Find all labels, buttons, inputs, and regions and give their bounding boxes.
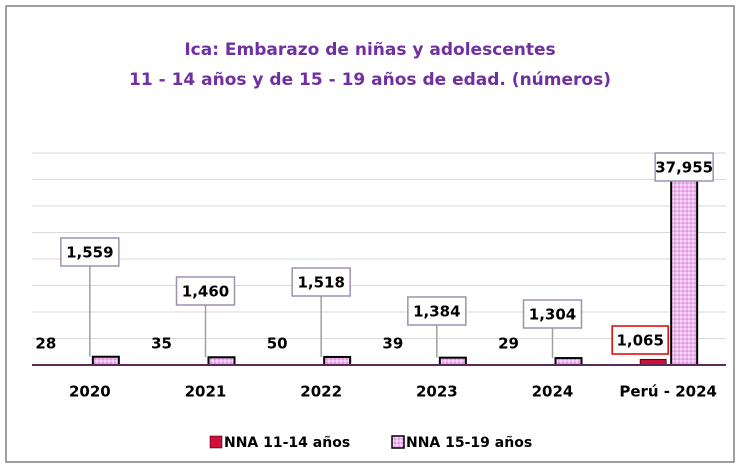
legend-label: NNA 15-19 años bbox=[406, 435, 532, 451]
legend-label: NNA 11-14 años bbox=[224, 435, 350, 451]
bar bbox=[554, 357, 583, 367]
legend-swatch bbox=[391, 435, 405, 449]
data-label: 28 bbox=[35, 335, 56, 353]
data-label: 37,955 bbox=[655, 159, 713, 177]
bar bbox=[207, 356, 236, 366]
bar bbox=[670, 162, 699, 366]
label-box bbox=[60, 237, 120, 267]
label-box bbox=[407, 296, 467, 326]
x-tick-label: 2020 bbox=[69, 383, 111, 401]
bar bbox=[323, 355, 352, 366]
data-label: 50 bbox=[267, 335, 288, 353]
label-box bbox=[522, 299, 583, 329]
label-box bbox=[291, 267, 351, 297]
label-box bbox=[175, 276, 236, 306]
x-tick-label: 2023 bbox=[416, 383, 458, 401]
bar bbox=[438, 356, 467, 366]
data-label: 1,304 bbox=[529, 306, 576, 324]
chart-subtitle: 11 - 14 años y de 15 - 19 años de edad. … bbox=[129, 70, 611, 90]
bar bbox=[91, 355, 120, 367]
frame bbox=[5, 5, 735, 463]
x-tick-label: Perú - 2024 bbox=[619, 383, 717, 401]
x-tick-label: 2024 bbox=[532, 383, 574, 401]
data-label: 39 bbox=[382, 335, 403, 353]
label-box bbox=[611, 325, 669, 355]
data-label: 1,559 bbox=[66, 244, 113, 262]
data-label: 1,384 bbox=[413, 303, 460, 321]
label-box bbox=[654, 152, 714, 182]
data-label: 1,518 bbox=[297, 274, 344, 292]
legend-swatch bbox=[209, 435, 223, 449]
data-label: 1,460 bbox=[182, 283, 229, 301]
data-label: 29 bbox=[498, 335, 519, 353]
data-label: 1,065 bbox=[616, 332, 663, 350]
chart-title: Ica: Embarazo de niñas y adolescentes bbox=[184, 40, 555, 60]
data-label: 35 bbox=[151, 335, 172, 353]
x-tick-label: 2022 bbox=[300, 383, 342, 401]
x-tick-label: 2021 bbox=[185, 383, 227, 401]
